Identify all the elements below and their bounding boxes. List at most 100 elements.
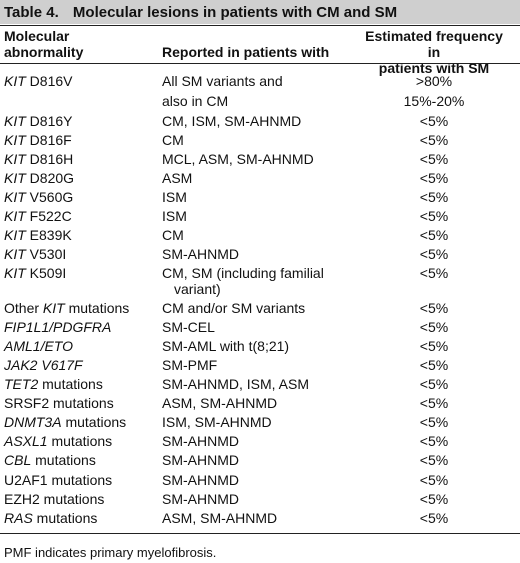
gene-name: KIT — [4, 265, 26, 281]
mutation-label: V530I — [25, 246, 67, 262]
mutation-label: E839K — [25, 227, 72, 243]
cell-molecular-abnormality: KIT D816H — [4, 151, 73, 167]
reported-text: SM-PMF — [162, 357, 218, 373]
cell-molecular-abnormality: EZH2 mutations — [4, 491, 104, 507]
gene-name: CBL — [4, 452, 32, 468]
gene-name: FIP1L1/PDGFRA — [4, 319, 112, 335]
cell-molecular-abnormality: KIT V560G — [4, 189, 73, 205]
cell-molecular-abnormality: CBL mutations — [4, 452, 96, 468]
gene-name: JAK2 V617F — [4, 357, 83, 373]
cell-molecular-abnormality: DNMT3A mutations — [4, 414, 126, 430]
reported-text: SM-AHNMD — [162, 472, 239, 488]
gene-name: KIT — [4, 113, 26, 129]
cell-estimated-frequency: <5% — [419, 433, 449, 449]
gene-name: RAS — [4, 510, 33, 526]
caption-bar — [0, 0, 520, 24]
cell-estimated-frequency: <5% — [419, 189, 449, 205]
cell-estimated-frequency: >80% — [415, 73, 453, 89]
cell-molecular-abnormality: TET2 mutations — [4, 376, 103, 392]
gene-name: KIT — [4, 227, 26, 243]
cell-reported-in: CM, ISM, SM-AHNMD — [162, 113, 301, 129]
cell-estimated-frequency: <5% — [419, 338, 449, 354]
cell-estimated-frequency: 15%-20% — [403, 93, 465, 109]
cell-reported-in: CM and/or SM variants — [162, 300, 305, 316]
mutation-label: mutations — [47, 433, 113, 449]
mutation-label: mutations — [61, 414, 127, 430]
gene-name: KIT — [42, 300, 65, 316]
cell-estimated-frequency: <5% — [419, 414, 449, 430]
cell-reported-in: SM-AHNMD — [162, 452, 239, 468]
header-line: Molecular — [4, 28, 70, 44]
cell-estimated-frequency: <5% — [419, 452, 449, 468]
reported-text: SM-CEL — [162, 319, 215, 335]
reported-text: also in CM — [162, 93, 229, 109]
mutation-label: mutations — [39, 491, 105, 507]
cell-estimated-frequency: <5% — [419, 265, 449, 281]
reported-text: MCL, ASM, SM-AHNMD — [162, 151, 314, 167]
cell-reported-in: CM, SM (including familial variant) — [162, 265, 324, 297]
cell-estimated-frequency: <5% — [419, 300, 449, 316]
mutation-label: K509I — [25, 265, 67, 281]
mutation-label: D816V — [25, 73, 73, 89]
mutation-label: mutations — [31, 452, 96, 468]
cell-reported-in: SM-PMF — [162, 357, 217, 373]
reported-text: SM-AHNMD — [162, 246, 239, 262]
gene-name: AML1/ETO — [4, 338, 73, 354]
cell-reported-in: ASM, SM-AHNMD — [162, 395, 277, 411]
gene-name: KIT — [4, 208, 26, 224]
cell-estimated-frequency: <5% — [419, 113, 449, 129]
header-line: patients with SM — [378, 60, 490, 76]
header-reported-in: Reported in patients with — [162, 44, 330, 60]
cell-estimated-frequency: <5% — [419, 227, 449, 243]
reported-text: CM and/or SM variants — [162, 300, 306, 316]
reported-text: CM — [162, 227, 184, 243]
mutation-label: mutations — [64, 300, 130, 316]
cell-estimated-frequency: <5% — [419, 376, 449, 392]
cell-reported-in: CM — [162, 132, 184, 148]
reported-text: SM-AML with t(8;21) — [162, 338, 290, 354]
mutation-label: F522C — [25, 208, 72, 224]
header-estimated-frequency: Estimated frequency in patients with SM — [360, 28, 508, 76]
cell-molecular-abnormality: KIT V530I — [4, 246, 66, 262]
table-number: Table 4. — [4, 4, 59, 21]
cell-reported-in: SM-AHNMD, ISM, ASM — [162, 376, 309, 392]
header-molecular-abnormality: Molecular abnormality — [4, 28, 83, 60]
reported-text-continued: variant) — [174, 281, 221, 297]
cell-reported-in: MCL, ASM, SM-AHNMD — [162, 151, 314, 167]
mutation-label: mutations — [32, 510, 98, 526]
cell-estimated-frequency: <5% — [419, 491, 449, 507]
header-bottom-rule — [0, 63, 520, 64]
table-footnote: PMF indicates primary myelofibrosis. — [4, 545, 217, 560]
gene-name: KIT — [4, 132, 26, 148]
cell-molecular-abnormality: KIT E839K — [4, 227, 72, 243]
cell-molecular-abnormality: SRSF2 mutations — [4, 395, 114, 411]
reported-text: SM-AHNMD — [162, 491, 239, 507]
reported-text: CM, ISM, SM-AHNMD — [162, 113, 302, 129]
cell-reported-in: SM-AML with t(8;21) — [162, 338, 289, 354]
cell-molecular-abnormality: RAS mutations — [4, 510, 97, 526]
reported-text: CM, SM (including familial — [162, 265, 324, 281]
cell-reported-in: ASM — [162, 170, 192, 186]
mutation-label: D816F — [25, 132, 72, 148]
gene-name: KIT — [4, 170, 26, 186]
cell-molecular-abnormality: Other KIT mutations — [4, 300, 129, 316]
reported-text: ASM — [162, 170, 193, 186]
cell-estimated-frequency: <5% — [419, 151, 449, 167]
cell-reported-in: ISM — [162, 189, 187, 205]
cell-estimated-frequency: <5% — [419, 246, 449, 262]
reported-text: ISM — [162, 189, 187, 205]
reported-text: ISM, SM-AHNMD — [162, 414, 272, 430]
mutation-label: D820G — [25, 170, 75, 186]
cell-reported-in: SM-AHNMD — [162, 246, 239, 262]
reported-text: CM — [162, 132, 184, 148]
gene-name: TET2 — [4, 376, 39, 392]
gene-name: KIT — [4, 189, 26, 205]
cell-estimated-frequency: <5% — [419, 319, 449, 335]
cell-molecular-abnormality: AML1/ETO — [4, 338, 73, 354]
cell-estimated-frequency: <5% — [419, 472, 449, 488]
header-top-rule — [0, 25, 520, 26]
cell-reported-in: SM-AHNMD — [162, 433, 239, 449]
cell-estimated-frequency: <5% — [419, 208, 449, 224]
cell-molecular-abnormality: KIT D816F — [4, 132, 72, 148]
reported-text: SM-AHNMD — [162, 452, 239, 468]
